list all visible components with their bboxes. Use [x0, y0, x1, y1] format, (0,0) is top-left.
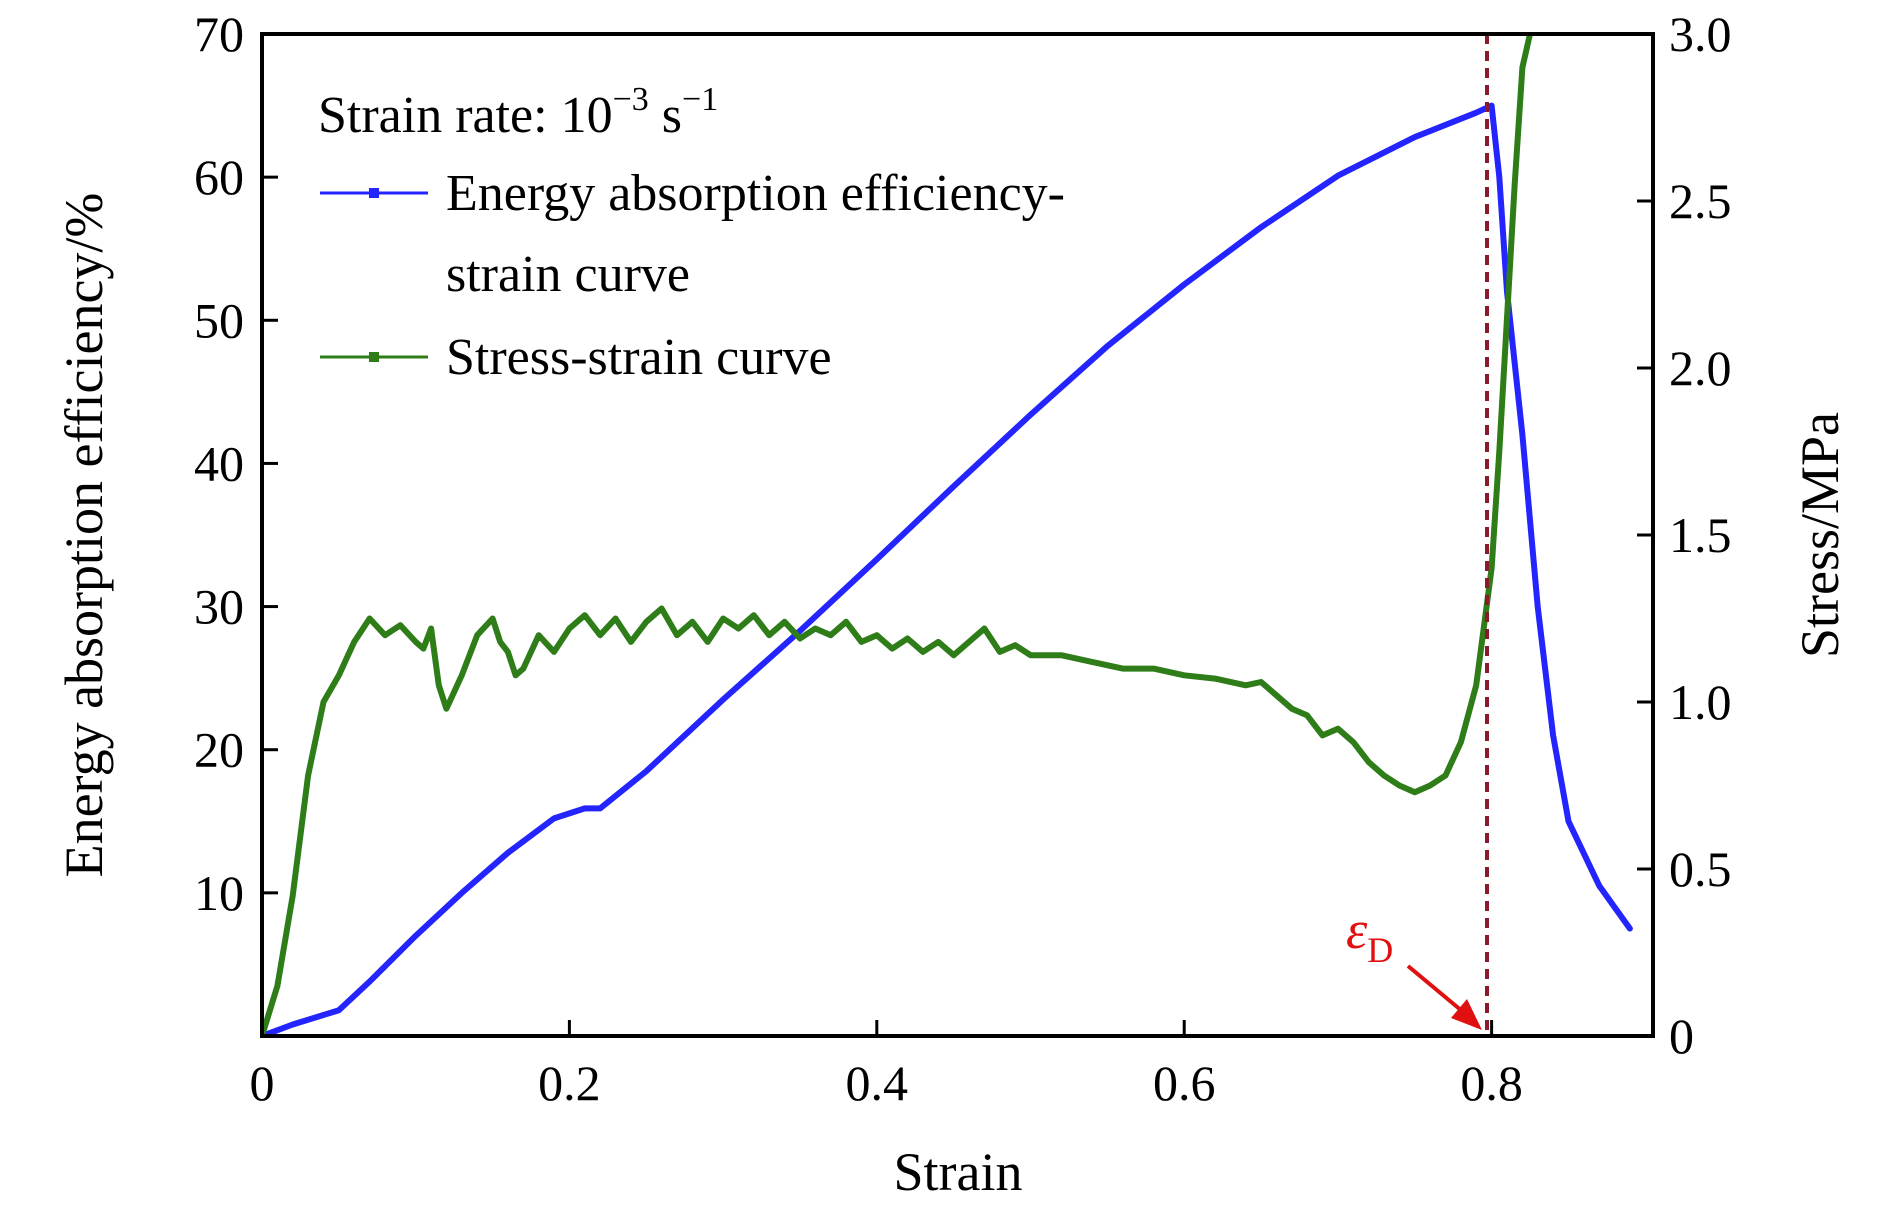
densification-strain-annotation: εD — [1346, 900, 1482, 1030]
left-y-tick-label: 20 — [194, 722, 244, 778]
densification-strain-label: εD — [1346, 900, 1393, 970]
left-y-axis-title: Energy absorption efficiency/% — [54, 193, 114, 878]
annotation-symbol: ε — [1346, 900, 1368, 960]
stress-strain-curve — [262, 34, 1533, 1036]
right-y-tick-label: 0.5 — [1669, 841, 1732, 897]
right-y-tick-label: 0 — [1669, 1008, 1694, 1064]
right-y-tick-label: 3.0 — [1669, 6, 1732, 62]
x-tick-label: 0.6 — [1153, 1055, 1216, 1111]
legend: Strain rate: 10−3 s−1 Energy absorption … — [318, 81, 1065, 386]
densification-strain-arrow — [1406, 964, 1470, 1018]
legend-label-energy-efficiency-line1: Energy absorption efficiency- — [446, 165, 1065, 222]
left-y-tick-label: 60 — [194, 149, 244, 205]
annotation-subscript: D — [1367, 930, 1393, 970]
x-tick-label: 0 — [250, 1055, 275, 1111]
x-axis-title: Strain — [894, 1142, 1023, 1202]
legend-header: Strain rate: 10−3 s−1 — [318, 81, 718, 144]
densification-strain-arrowhead — [1451, 999, 1482, 1030]
left-y-tick-label: 30 — [194, 579, 244, 635]
x-tick-label: 0.4 — [846, 1055, 909, 1111]
left-y-tick-label: 10 — [194, 865, 244, 921]
right-y-tick-label: 1.0 — [1669, 674, 1732, 730]
left-y-axis-ticks: 10 20 30 40 50 60 70 — [194, 6, 278, 921]
right-y-tick-label: 2.0 — [1669, 340, 1732, 396]
right-y-tick-label: 2.5 — [1669, 173, 1732, 229]
left-y-tick-label: 70 — [194, 6, 244, 62]
right-y-tick-label: 1.5 — [1669, 507, 1732, 563]
x-tick-label: 0.2 — [538, 1055, 601, 1111]
legend-header-exponent-1: −3 — [613, 81, 649, 118]
right-y-axis-title: Stress/MPa — [1790, 412, 1850, 658]
x-tick-label: 0.8 — [1460, 1055, 1523, 1111]
x-axis-ticks: 0 0.2 0.4 0.6 0.8 — [250, 1020, 1523, 1111]
legend-marker-energy-efficiency — [369, 188, 379, 198]
legend-header-exponent-2: −1 — [682, 81, 718, 118]
left-y-tick-label: 50 — [194, 292, 244, 348]
legend-header-main: Strain rate: 10 — [318, 87, 613, 144]
legend-marker-stress-strain — [369, 352, 379, 362]
legend-label-energy-efficiency-line2: strain curve — [446, 246, 690, 303]
legend-label-stress-strain: Stress-strain curve — [446, 329, 832, 386]
legend-header-unit: s — [649, 87, 682, 144]
right-y-axis-ticks: 0 0.5 1.0 1.5 2.0 2.5 3.0 — [1637, 6, 1732, 1064]
left-y-tick-label: 40 — [194, 435, 244, 491]
series-layer — [262, 34, 1633, 1036]
energy-efficiency-curve — [262, 102, 1633, 1036]
